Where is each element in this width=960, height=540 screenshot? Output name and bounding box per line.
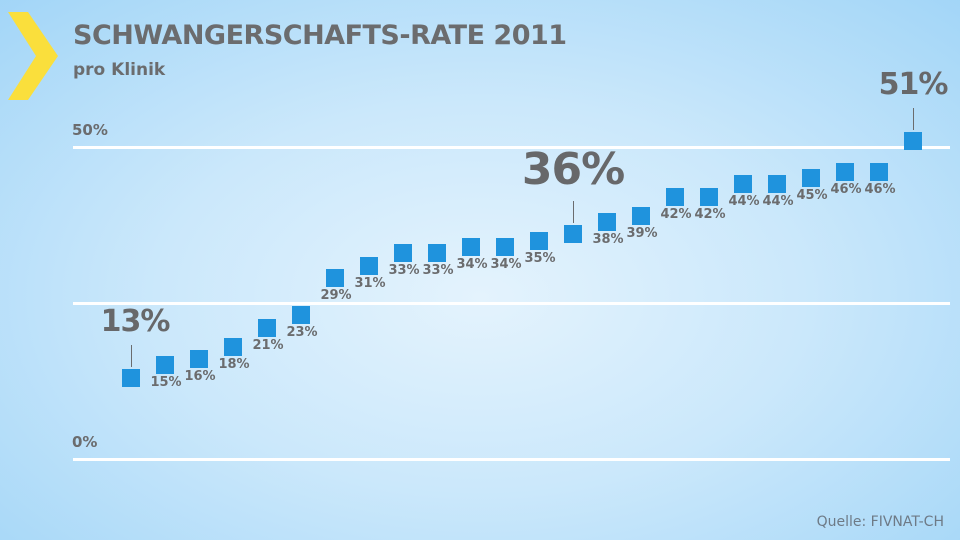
annotation-leader-line [913, 107, 914, 130]
gridline [73, 458, 950, 461]
data-point-label: 42% [694, 206, 726, 222]
data-point-marker [564, 225, 582, 244]
gridline [73, 146, 950, 149]
data-point-marker [904, 131, 922, 150]
data-point-label: 46% [864, 181, 896, 197]
data-point-label: 29% [320, 288, 352, 304]
y-axis-tick-label: 50% [72, 121, 108, 139]
data-point-marker [122, 368, 140, 387]
data-point-marker [598, 212, 616, 231]
data-point-marker [768, 175, 786, 194]
data-point-label: 23% [286, 325, 318, 341]
data-point-label: 33% [422, 263, 454, 279]
data-point-marker [700, 187, 718, 206]
data-point-label: 34% [456, 256, 488, 272]
data-point-label: 16% [184, 369, 216, 385]
data-point-label: 18% [218, 356, 250, 372]
data-point-label: 31% [354, 275, 386, 291]
gridline [73, 302, 950, 305]
data-point-label: 42% [660, 206, 692, 222]
data-point-marker [802, 169, 820, 188]
data-point-label: 39% [626, 225, 658, 241]
y-axis-tick-label: 0% [72, 433, 98, 451]
data-point-label: 33% [388, 263, 420, 279]
data-point-marker [870, 162, 888, 181]
chevron-logo-icon [8, 12, 58, 100]
data-point-marker [632, 206, 650, 225]
data-point-label: 46% [830, 181, 862, 197]
data-point-label: 21% [252, 337, 284, 353]
data-point-marker [836, 162, 854, 181]
data-point-marker [360, 256, 378, 275]
data-point-marker [326, 269, 344, 288]
chart-title: SCHWANGERSCHAFTS-RATE 2011 [73, 20, 567, 51]
highlight-value-label: 36% [521, 144, 625, 196]
data-point-marker [530, 231, 548, 250]
data-point-marker [156, 356, 174, 375]
data-point-label: 38% [592, 231, 624, 247]
data-point-marker [224, 337, 242, 356]
data-point-marker [734, 175, 752, 194]
data-point-label: 35% [524, 250, 556, 266]
data-point-marker [292, 306, 310, 325]
data-point-marker [496, 237, 514, 256]
data-point-marker [190, 350, 208, 369]
source-note: Quelle: FIVNAT-CH [816, 514, 944, 530]
data-point-marker [394, 244, 412, 263]
data-point-marker [428, 244, 446, 263]
data-point-label: 15% [150, 375, 182, 391]
chart-subtitle: pro Klinik [73, 60, 166, 80]
data-point-marker [258, 318, 276, 337]
data-point-label: 45% [796, 188, 828, 204]
highlight-value-label: 13% [100, 303, 171, 339]
data-point-marker [462, 237, 480, 256]
annotation-leader-line [573, 201, 574, 224]
annotation-leader-line [131, 344, 132, 367]
data-point-label: 44% [728, 194, 760, 210]
data-point-marker [666, 187, 684, 206]
data-point-label: 44% [762, 194, 794, 210]
highlight-value-label: 51% [878, 66, 949, 102]
data-point-label: 34% [490, 256, 522, 272]
